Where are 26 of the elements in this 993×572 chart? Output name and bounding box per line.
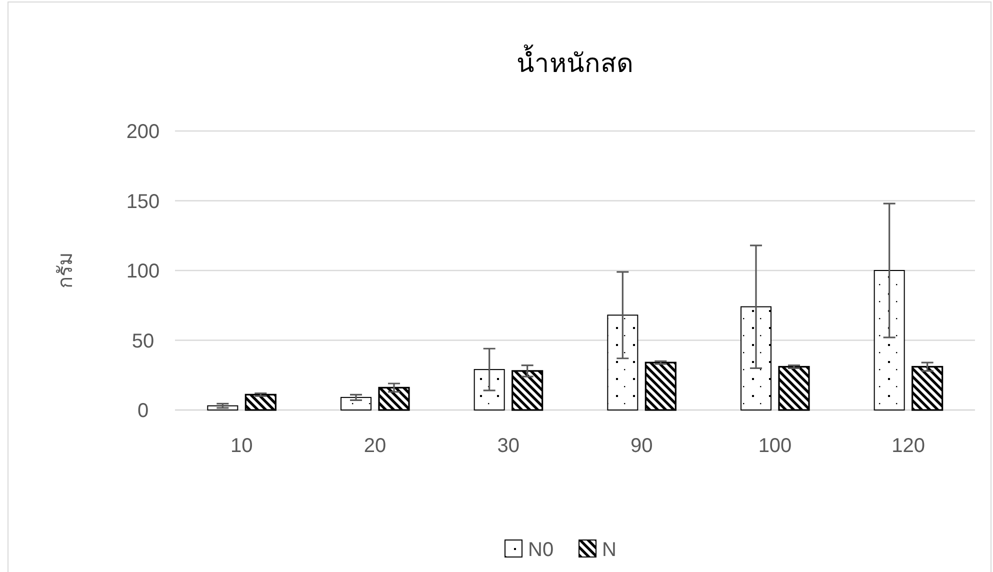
x-tick-label: 120 [892,435,926,457]
bar [607,314,638,410]
x-tick-label: 100 [758,435,792,457]
y-tick-label: 100 [126,260,160,282]
bar [874,270,905,410]
bar [778,366,810,411]
legend-label: N0 [528,539,554,561]
bar [512,370,544,411]
x-tick-label: 30 [497,435,520,457]
bar [644,362,676,411]
x-tick-label: 20 [364,435,386,457]
y-axis-title: กรัม [55,252,77,288]
legend-label: N [602,539,616,561]
bar [340,396,372,410]
bar [244,394,276,411]
y-tick-label: 150 [126,190,160,213]
bar [912,366,944,411]
x-tick-label: 10 [230,435,253,457]
y-tick-label: 0 [137,400,149,422]
bar [378,386,410,411]
y-tick-label: 50 [132,330,154,352]
bar [740,306,772,410]
y-tick-label: 200 [126,121,160,143]
bar [474,369,505,410]
x-tick-label: 90 [630,435,653,457]
chart-title: น้ำหนักสด [516,44,634,78]
